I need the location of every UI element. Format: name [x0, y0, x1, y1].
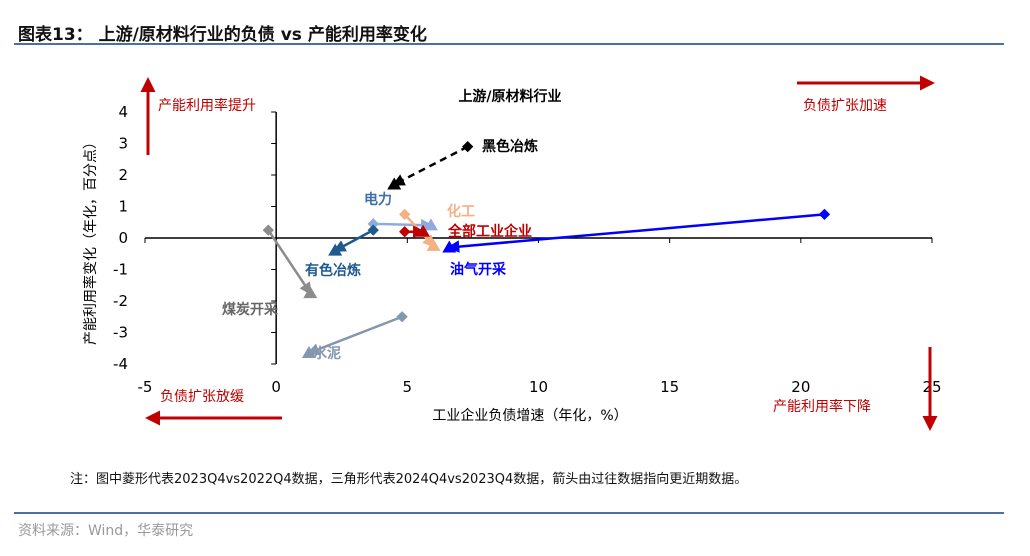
y-tick-label: -1 [113, 261, 128, 279]
series-label: 全部工业企业 [447, 223, 532, 240]
y-tick-label: 0 [118, 229, 128, 247]
series-arrow [267, 229, 312, 296]
triangle-point [328, 243, 343, 256]
y-tick-label: 1 [118, 198, 128, 216]
x-tick-label: 10 [529, 378, 548, 396]
series-label: 黑色冶炼 [482, 138, 538, 155]
chart-title: 上游/原材料行业 [458, 88, 561, 105]
triangle-point [387, 177, 402, 190]
diamond-point [399, 208, 411, 221]
y-tick-label: -2 [113, 292, 128, 310]
annotation-down: 产能利用率下降 [773, 398, 871, 415]
triangle-point [426, 238, 441, 251]
series-arrow [306, 315, 403, 356]
top-divider [14, 43, 1004, 45]
y-tick-label: -4 [113, 355, 128, 373]
source-text: 资料来源：Wind，华泰研究 [18, 523, 194, 539]
triangle-point [423, 218, 438, 231]
y-tick-label: -3 [113, 324, 128, 342]
y-tick-label: 3 [118, 135, 128, 153]
series-label: 煤炭开采 [222, 301, 279, 318]
annotation-up: 产能利用率提升 [158, 97, 256, 114]
x-tick-label: 15 [660, 378, 679, 396]
series-label: 化工 [447, 203, 475, 220]
figure-title: 图表13： 上游/原材料行业的负债 vs 产能利用率变化 [18, 25, 427, 45]
diamond-point [262, 224, 274, 236]
diamond-point [462, 140, 474, 153]
series-label: 油气开采 [450, 261, 507, 278]
x-tick-label: -5 [138, 378, 153, 396]
x-tick-label: 5 [403, 378, 413, 396]
diamond-point [399, 226, 411, 238]
series-label: 有色冶炼 [305, 262, 361, 279]
series-label: 水泥 [313, 345, 341, 362]
diamond-point [818, 208, 831, 221]
x-tick-label: 0 [271, 378, 281, 396]
diamond-point [367, 218, 379, 230]
annotation-left: 负债扩张放缓 [160, 389, 244, 405]
triangle-point [416, 224, 431, 237]
annotation-right: 负债扩张加速 [803, 98, 887, 114]
series-label: 电力 [364, 191, 392, 208]
bottom-divider [14, 512, 1004, 514]
y-tick-label: 4 [118, 103, 128, 121]
y-tick-label: 2 [118, 166, 128, 184]
series-arrow [332, 229, 374, 252]
x-tick-label: 25 [922, 378, 941, 396]
x-axis-label: 工业企业负债增速（年化，%） [432, 407, 627, 424]
y-axis-label: 产能利用率变化（年化，百分点） [82, 135, 99, 345]
series-arrow [373, 218, 434, 232]
chart-note: 注：图中菱形代表2023Q4vs2022Q4数据，三角形代表2024Q4vs20… [70, 472, 748, 487]
triangle-point [303, 286, 318, 299]
diamond-point [396, 311, 408, 323]
series-arrow [446, 213, 825, 253]
series-arrow [391, 145, 469, 186]
x-tick-label: 20 [791, 378, 810, 396]
triangle-point [442, 240, 457, 253]
diamond-point [367, 224, 379, 236]
triangle-point [301, 345, 316, 358]
